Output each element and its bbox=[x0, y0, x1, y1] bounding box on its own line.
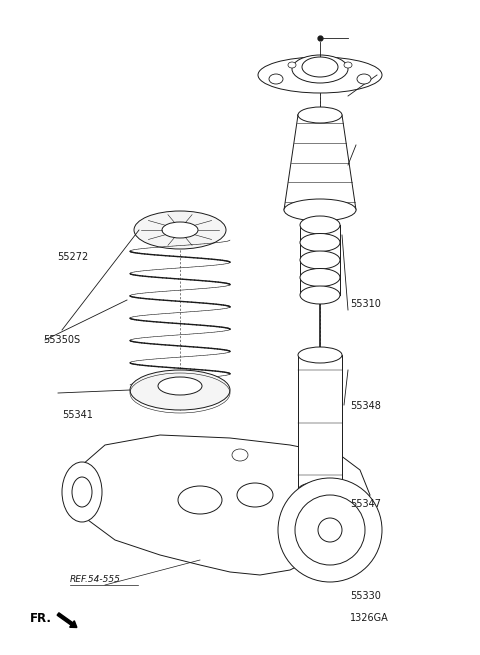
Ellipse shape bbox=[178, 486, 222, 514]
Ellipse shape bbox=[134, 211, 226, 249]
Ellipse shape bbox=[292, 55, 348, 83]
Text: 55330: 55330 bbox=[350, 591, 381, 601]
Ellipse shape bbox=[344, 62, 352, 68]
Ellipse shape bbox=[72, 477, 92, 507]
Ellipse shape bbox=[357, 74, 371, 84]
Ellipse shape bbox=[300, 216, 340, 234]
Ellipse shape bbox=[284, 199, 356, 221]
Ellipse shape bbox=[300, 233, 340, 252]
Text: 55350S: 55350S bbox=[43, 335, 80, 345]
Ellipse shape bbox=[269, 74, 283, 84]
Ellipse shape bbox=[298, 347, 342, 363]
Ellipse shape bbox=[62, 462, 102, 522]
Text: REF.54-555: REF.54-555 bbox=[70, 576, 121, 584]
Ellipse shape bbox=[158, 377, 202, 395]
Text: 1326GA: 1326GA bbox=[350, 613, 389, 623]
Text: 55272: 55272 bbox=[57, 252, 88, 262]
Text: 55348: 55348 bbox=[350, 401, 381, 411]
Ellipse shape bbox=[232, 449, 248, 461]
Ellipse shape bbox=[304, 500, 336, 530]
Ellipse shape bbox=[237, 483, 273, 507]
Text: 55341: 55341 bbox=[62, 410, 93, 420]
Ellipse shape bbox=[300, 269, 340, 286]
Polygon shape bbox=[284, 115, 356, 210]
Ellipse shape bbox=[258, 57, 382, 93]
Ellipse shape bbox=[162, 222, 198, 238]
Ellipse shape bbox=[288, 62, 296, 68]
Polygon shape bbox=[78, 435, 370, 575]
Ellipse shape bbox=[130, 370, 230, 410]
Ellipse shape bbox=[318, 518, 342, 542]
Text: 55310: 55310 bbox=[350, 299, 381, 309]
Ellipse shape bbox=[311, 507, 329, 523]
Ellipse shape bbox=[300, 251, 340, 269]
Text: FR.: FR. bbox=[30, 612, 52, 624]
Ellipse shape bbox=[300, 286, 340, 304]
Bar bbox=[298, 355, 342, 490]
Ellipse shape bbox=[298, 482, 342, 498]
Ellipse shape bbox=[298, 107, 342, 123]
Ellipse shape bbox=[302, 57, 338, 77]
Ellipse shape bbox=[278, 478, 382, 582]
FancyArrow shape bbox=[57, 613, 77, 627]
Text: 55347: 55347 bbox=[350, 499, 381, 509]
Ellipse shape bbox=[295, 495, 365, 565]
